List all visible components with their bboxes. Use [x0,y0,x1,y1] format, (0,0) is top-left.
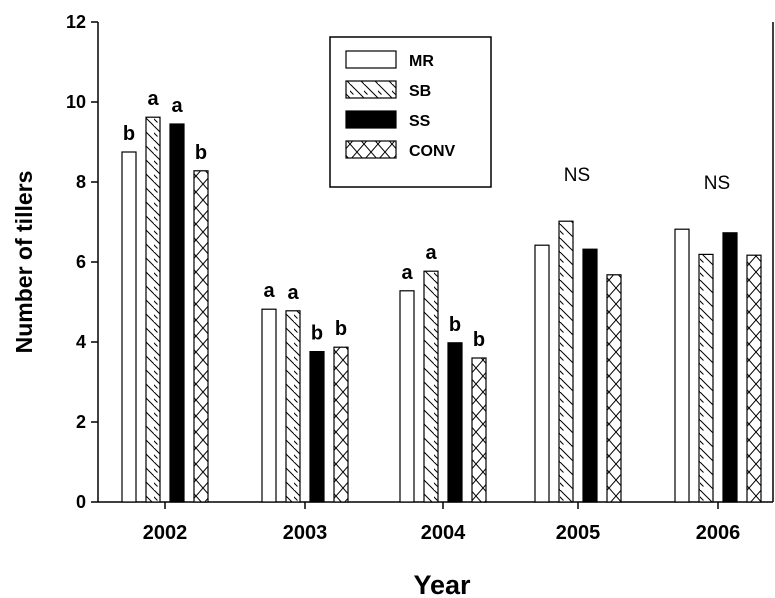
bar-sb-2004 [423,270,439,503]
legend-label-mr: MR [409,53,434,70]
significance-letter: b [123,123,135,145]
x-tick-label: 2005 [556,522,601,544]
y-tick-label: 6 [76,252,86,272]
bars [121,116,762,503]
x-tick-label: 2002 [143,522,188,544]
x-tick-label: 2004 [421,522,466,544]
x-tick-label: 2006 [696,522,741,544]
bar-mr-2002 [121,151,137,503]
significance-letter: a [425,242,437,264]
y-tick-label: 8 [76,172,86,192]
y-tick-label: 4 [76,332,86,352]
legend-swatch-ss [345,110,397,129]
bar-mr-2006 [674,228,690,503]
legend-label-ss: SS [409,113,431,130]
bar-conv-2006 [746,254,762,503]
bar-conv-2003 [333,346,349,503]
significance-letter: a [287,282,299,304]
x-ticks: 2002 2003 2004 2005 2006 [143,502,741,544]
legend: MR SB SS CONV [329,36,492,188]
bar-mr-2005 [534,244,550,503]
bar-mr-2003 [261,308,277,503]
bar-conv-2004 [471,357,487,503]
bar-sb-2003 [285,310,301,503]
bar-conv-2002 [193,170,209,503]
x-axis-title: Year [413,570,471,598]
bar-ss-2004 [447,342,463,503]
significance-ns-label: NS [564,165,590,186]
significance-letter: b [335,318,347,340]
legend-swatch-sb [345,80,397,99]
significance-letter: a [171,95,183,117]
legend-label-sb: SB [409,83,431,100]
bar-conv-2005 [606,274,622,503]
bar-ss-2005 [582,248,598,503]
bar-sb-2006 [698,253,714,503]
significance-ns-label: NS [704,173,730,194]
legend-label-conv: CONV [409,143,456,160]
significance-letter: a [401,262,413,284]
y-ticks: 0 2 4 6 8 10 12 [66,12,98,512]
bar-sb-2005 [558,220,574,503]
y-tick-label: 12 [66,12,86,32]
legend-swatch-conv [345,140,397,159]
bar-ss-2002 [169,123,185,503]
x-tick-label: 2003 [283,522,328,544]
y-axis-title: Number of tillers [11,171,37,354]
y-tick-label: 10 [66,92,86,112]
bar-mr-2004 [399,290,415,503]
significance-letter: a [263,280,275,302]
significance-letter: b [473,329,485,351]
bar-ss-2003 [309,351,325,503]
significance-letter: a [147,88,159,110]
significance-letter: b [311,323,323,345]
significance-letter: b [449,314,461,336]
bar-ss-2006 [722,232,738,503]
significance-letter: b [195,142,207,164]
legend-swatch-mr [345,50,397,69]
y-tick-label: 2 [76,412,86,432]
bar-sb-2002 [145,116,161,503]
y-tick-label: 0 [76,492,86,512]
